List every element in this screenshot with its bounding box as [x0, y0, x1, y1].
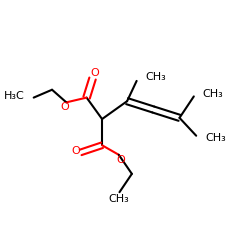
Text: CH₃: CH₃: [145, 72, 166, 82]
Text: CH₃: CH₃: [205, 133, 226, 143]
Text: O: O: [71, 146, 80, 156]
Text: O: O: [117, 154, 126, 164]
Text: O: O: [90, 68, 99, 78]
Text: H₃C: H₃C: [4, 92, 24, 102]
Text: O: O: [60, 102, 69, 112]
Text: CH₃: CH₃: [203, 89, 224, 99]
Text: CH₃: CH₃: [108, 194, 129, 204]
